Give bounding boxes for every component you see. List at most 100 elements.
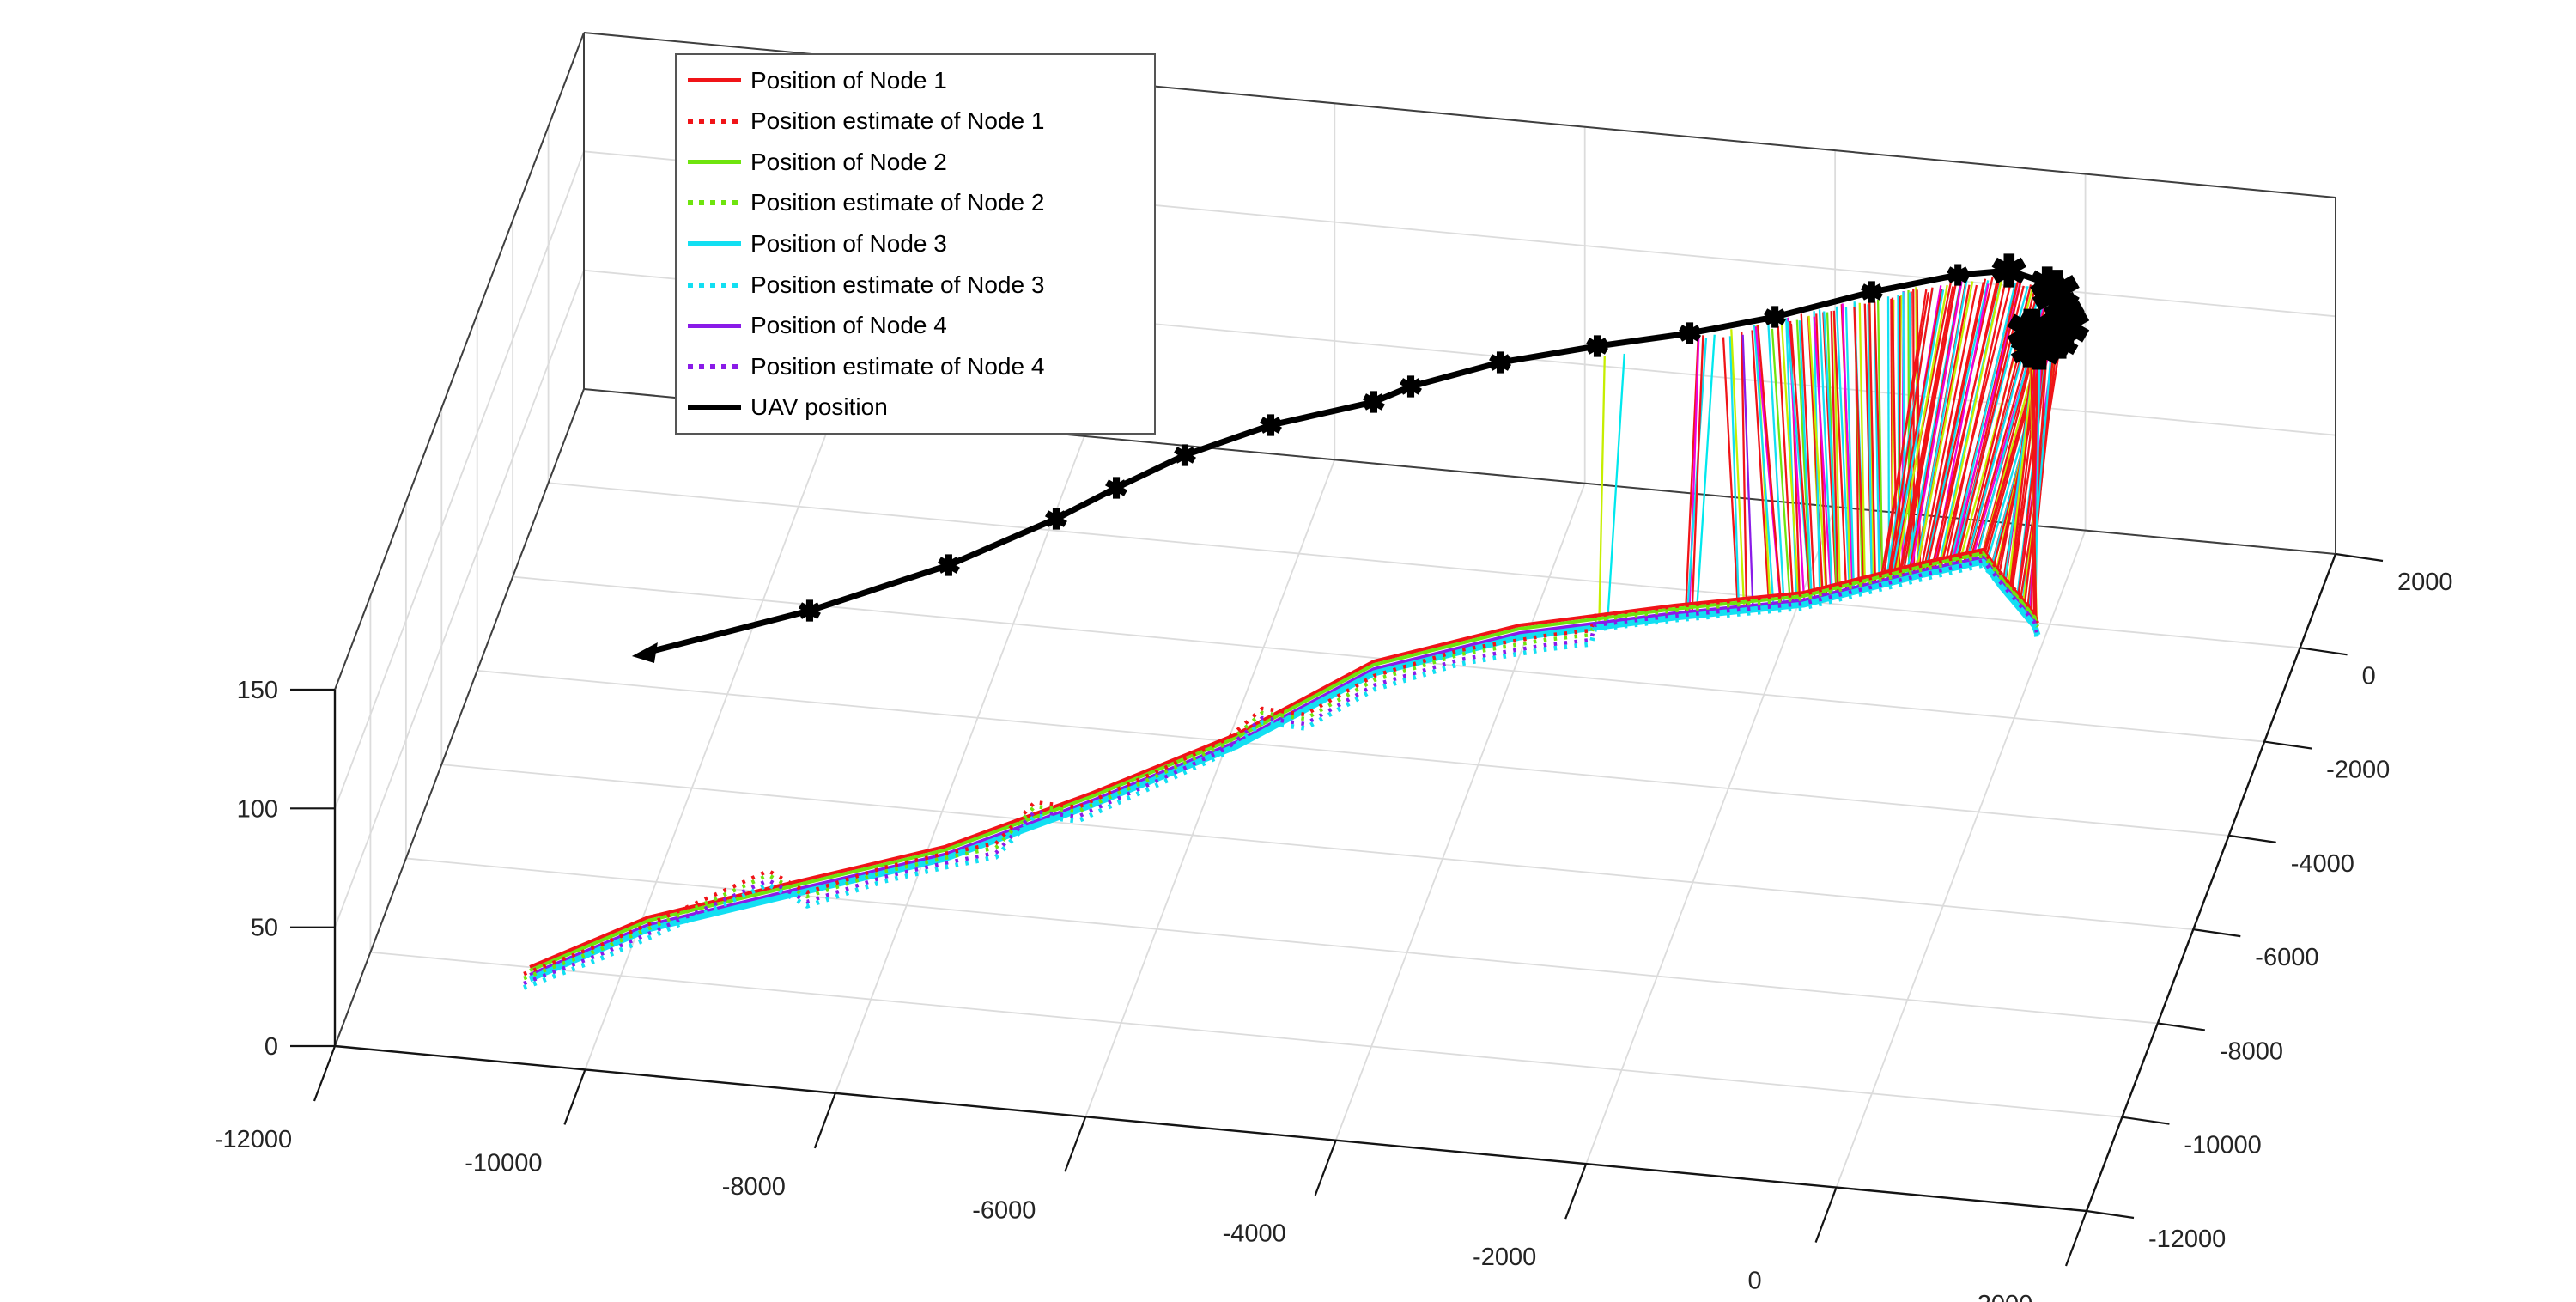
- curtain-line: [1771, 328, 1791, 602]
- uav-marker: [1362, 391, 1385, 413]
- uav-marker-dot: [1264, 418, 1278, 432]
- grid-leftwall-z: [334, 270, 585, 928]
- z-tick-label: 50: [251, 915, 278, 942]
- y-tick: [2300, 647, 2348, 656]
- uav-marker: [937, 554, 960, 576]
- y-tick: [2228, 834, 2276, 843]
- legend-label: Position estimate of Node 4: [750, 352, 1045, 380]
- curtain-line: [2010, 337, 2049, 595]
- curtain-line: [1886, 287, 1934, 580]
- y-tick: [2157, 1022, 2206, 1031]
- y-tick-label: 0: [2362, 662, 2376, 690]
- curtain-line: [1912, 289, 1916, 573]
- curtain-line: [1818, 309, 1833, 593]
- legend-entry-3: Position of Node 2: [677, 143, 1154, 181]
- legend-line-sample-dotted: [688, 119, 741, 125]
- legend-entry-7: Position of Node 4: [677, 307, 1154, 344]
- curtain-line: [1880, 292, 1930, 581]
- uav-marker: [1400, 375, 1422, 398]
- uav-marker: [1260, 414, 1282, 436]
- edge-floor-left: [334, 388, 585, 1047]
- curtain-line: [1789, 324, 1812, 599]
- curtain-line: [1888, 289, 1943, 580]
- curtain-line: [1807, 315, 1827, 595]
- curtain-line: [1691, 335, 1704, 611]
- legend-label: Position of Node 1: [750, 66, 947, 94]
- uav-marker: [798, 599, 821, 622]
- legend-line-sample-solid: [688, 78, 741, 83]
- curtain-line: [1813, 316, 1832, 594]
- x-tick: [2064, 1210, 2088, 1267]
- z-tick-label: 150: [237, 677, 278, 704]
- grid-floor-y: [405, 857, 2158, 1025]
- node-estimate-node3-est: [523, 563, 2039, 990]
- curtain-line: [1925, 277, 1994, 570]
- x-tick-label: -2000: [1473, 1244, 1536, 1271]
- curtain-line: [1777, 326, 1795, 602]
- uav-marker: [1947, 264, 1970, 286]
- curtain-line: [1909, 281, 1963, 575]
- curtain-line: [1858, 302, 1866, 586]
- curtain-line: [1934, 280, 1998, 569]
- uav-marker: [2029, 317, 2074, 361]
- node-path-node2: [529, 551, 2039, 972]
- x-tick: [563, 1069, 586, 1125]
- node-estimate-node2-est: [523, 553, 2039, 981]
- uav-marker-dot: [1590, 339, 1604, 353]
- curtain-line: [1684, 336, 1699, 612]
- node-estimate-node4-est: [523, 558, 2039, 986]
- curtain-line: [1844, 307, 1855, 588]
- legend-label: Position estimate of Node 1: [750, 107, 1045, 135]
- curtain-line: [1751, 330, 1771, 605]
- curtain-line: [2008, 337, 2039, 593]
- uav-start-arrow-icon: [631, 642, 658, 663]
- uav-marker: [1586, 335, 1608, 357]
- x-tick: [1814, 1187, 1838, 1243]
- curtain-line: [1835, 306, 1850, 589]
- x-tick: [1564, 1163, 1588, 1220]
- curtain-line: [1832, 310, 1848, 590]
- curtain-line: [1830, 311, 1839, 593]
- uav-marker-dot: [1367, 395, 1381, 409]
- curtain-line: [1876, 299, 1884, 581]
- grid-leftwall-z: [334, 151, 585, 809]
- uav-marker: [1105, 477, 1128, 499]
- curtain-line: [1607, 353, 1625, 622]
- legend-entry-4: Position estimate of Node 2: [677, 184, 1154, 222]
- x-tick-label: -8000: [722, 1173, 786, 1201]
- y-tick: [2335, 552, 2384, 563]
- y-axis-line: [2085, 553, 2337, 1212]
- grid-floor-y: [548, 482, 2300, 649]
- x-tick-label: -10000: [465, 1149, 542, 1177]
- uav-marker-dot: [1109, 481, 1123, 495]
- legend-entry-8: Position estimate of Node 4: [677, 348, 1154, 386]
- uav-marker-dot: [942, 558, 956, 572]
- x-tick-label: -4000: [1223, 1220, 1286, 1248]
- curtain-line: [1940, 281, 2013, 567]
- curtain-line: [1722, 337, 1739, 607]
- curtain-line: [1741, 334, 1754, 605]
- legend-entry-5: Position of Node 3: [677, 225, 1154, 263]
- uav-marker-dot: [1865, 285, 1879, 299]
- curtain-line: [1924, 280, 1990, 570]
- curtain-line: [1741, 332, 1748, 606]
- y-tick: [2263, 740, 2312, 750]
- curtain-line: [1832, 313, 1841, 592]
- curtain-line: [1890, 289, 1945, 579]
- curtain-line: [1914, 278, 1968, 573]
- legend-label: Position estimate of Node 3: [750, 271, 1045, 298]
- curtain-line: [1944, 278, 2008, 566]
- curtain-line: [2030, 360, 2038, 628]
- z-tick-label: 100: [237, 795, 278, 823]
- y-tick-label: -6000: [2255, 944, 2318, 971]
- legend-label: Position estimate of Node 2: [750, 189, 1045, 216]
- uav-marker-dot: [1952, 268, 1965, 282]
- x-tick-label: 2000: [1978, 1291, 2033, 1302]
- curtain-line: [1915, 281, 1974, 573]
- legend: Position of Node 1 Position estimate of N…: [675, 53, 1156, 435]
- curtain-line: [1800, 313, 1816, 598]
- y-tick-label: -12000: [2148, 1226, 2226, 1253]
- node-estimate-node1-est: [523, 549, 2039, 976]
- x-tick: [1314, 1140, 1337, 1196]
